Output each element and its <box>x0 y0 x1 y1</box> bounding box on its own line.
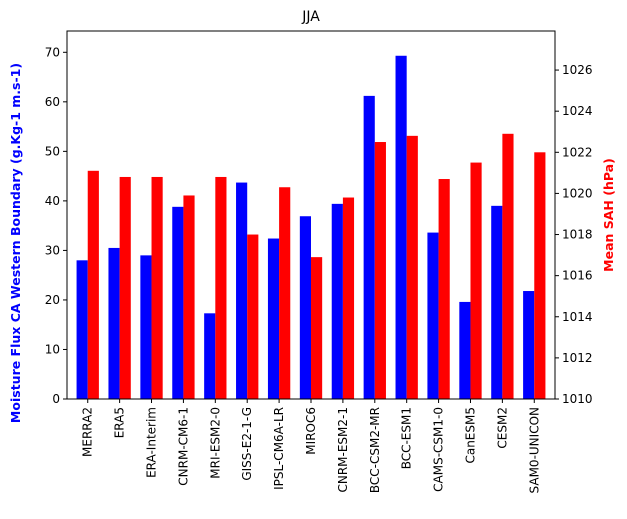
plot-frame <box>66 30 556 400</box>
mean-sah-bar-canesm5 <box>470 162 482 399</box>
moisture-flux-bar-era5 <box>108 247 120 399</box>
left-tick-label: 20 <box>45 293 60 307</box>
left-tick-label: 70 <box>45 45 60 59</box>
mean-sah-bar-cams-csm1-0 <box>438 179 450 399</box>
x-tick-label-bcc-csm2-mr: BCC-CSM2-MR <box>368 407 382 493</box>
x-axis: MERRA2 ERA5 ERA-Interim CNRM-CM6-1 MRI-ESM2-… <box>81 399 541 493</box>
mean-sah-bar-era-interim <box>151 176 163 399</box>
right-tick-label: 1024 <box>562 104 593 118</box>
moisture-flux-bar-bcc-esm1 <box>395 55 407 400</box>
left-tick-label: 0 <box>52 392 60 406</box>
left-tick-label: 60 <box>45 95 60 109</box>
moisture-flux-bar-era-interim <box>140 255 152 399</box>
mean-sah-bar-cesm2 <box>502 133 514 400</box>
x-tick-label-canesm5: CanESM5 <box>463 407 477 464</box>
mean-sah-bar-mri-esm2-0 <box>215 176 227 399</box>
left-tick-label: 40 <box>45 194 60 208</box>
right-y-axis-label: Mean SAH (hPa) <box>601 158 616 272</box>
left-y-axis-label: Moisture Flux CA Western Boundary (g.Kg-… <box>8 63 23 423</box>
moisture-flux-bar-miroc6 <box>299 216 311 399</box>
right-tick-label: 1022 <box>562 145 593 159</box>
x-tick-label-miroc6: MIROC6 <box>304 407 318 455</box>
mean-sah-bars <box>87 133 546 400</box>
right-tick-label: 1016 <box>562 269 593 283</box>
left-y-axis: 0 10 20 30 40 50 60 70 <box>45 45 67 406</box>
moisture-flux-bar-cnrm-esm2-1 <box>331 203 343 399</box>
right-tick-label: 1014 <box>562 310 593 324</box>
moisture-flux-bar-sam0-unicon <box>523 291 535 399</box>
x-tick-label-giss-e2-1-g: GISS-E2-1-G <box>240 407 254 481</box>
x-tick-label-merra2: MERRA2 <box>81 407 95 457</box>
x-tick-label-bcc-esm1: BCC-ESM1 <box>400 407 414 469</box>
mean-sah-bar-bcc-csm2-mr <box>374 142 386 399</box>
moisture-flux-bar-cams-csm1-0 <box>427 232 439 399</box>
moisture-flux-bar-cnrm-cm6-1 <box>172 206 184 399</box>
mean-sah-bar-cnrm-cm6-1 <box>183 195 195 399</box>
moisture-flux-bar-ipsl-cm6a-lr <box>267 238 280 399</box>
moisture-flux-bar-cesm2 <box>491 205 503 399</box>
left-tick-label: 10 <box>45 342 60 356</box>
right-tick-label: 1018 <box>562 228 593 242</box>
moisture-flux-bar-canesm5 <box>459 301 471 399</box>
x-tick-label-era-interim: ERA-Interim <box>145 407 159 478</box>
mean-sah-bar-ipsl-cm6a-lr <box>279 187 291 399</box>
mean-sah-bar-sam0-unicon <box>534 152 546 399</box>
moisture-flux-bars <box>76 55 535 400</box>
moisture-flux-bar-bcc-csm2-mr <box>363 95 375 399</box>
chart-title: JJA <box>301 9 320 25</box>
right-tick-label: 1026 <box>562 63 593 77</box>
moisture-flux-bar-giss-e2-1-g <box>236 182 248 399</box>
left-tick-label: 30 <box>45 243 60 257</box>
mean-sah-bar-giss-e2-1-g <box>247 234 259 399</box>
mean-sah-bar-merra2 <box>87 170 99 399</box>
x-tick-label-sam0-unicon: SAM0-UNICON <box>527 407 541 493</box>
x-tick-label-cnrm-esm2-1: CNRM-ESM2-1 <box>336 407 350 493</box>
x-tick-label-cams-csm1-0: CAMS-CSM1-0 <box>432 407 446 492</box>
moisture-flux-bar-merra2 <box>76 260 88 399</box>
mean-sah-bar-bcc-esm1 <box>406 135 418 399</box>
mean-sah-bar-cnrm-esm2-1 <box>342 197 355 399</box>
right-tick-label: 1012 <box>562 351 593 365</box>
x-tick-label-cnrm-cm6-1: CNRM-CM6-1 <box>176 407 190 486</box>
right-y-axis: 1010 1012 1014 1016 1018 1020 1022 1024 1026 <box>555 63 593 406</box>
left-tick-label: 50 <box>45 144 60 158</box>
x-tick-label-mri-esm2-0: MRI-ESM2-0 <box>208 407 222 479</box>
mean-sah-bar-miroc6 <box>311 257 323 399</box>
x-tick-label-ipsl-cm6a-lr: IPSL-CM6A-LR <box>272 407 286 490</box>
right-tick-label: 1010 <box>562 392 593 406</box>
x-tick-label-cesm2: CESM2 <box>495 407 509 449</box>
mean-sah-bar-era5 <box>119 176 131 399</box>
right-tick-label: 1020 <box>562 186 593 200</box>
moisture-flux-bar-mri-esm2-0 <box>204 313 216 399</box>
x-tick-label-era5: ERA5 <box>113 407 127 438</box>
